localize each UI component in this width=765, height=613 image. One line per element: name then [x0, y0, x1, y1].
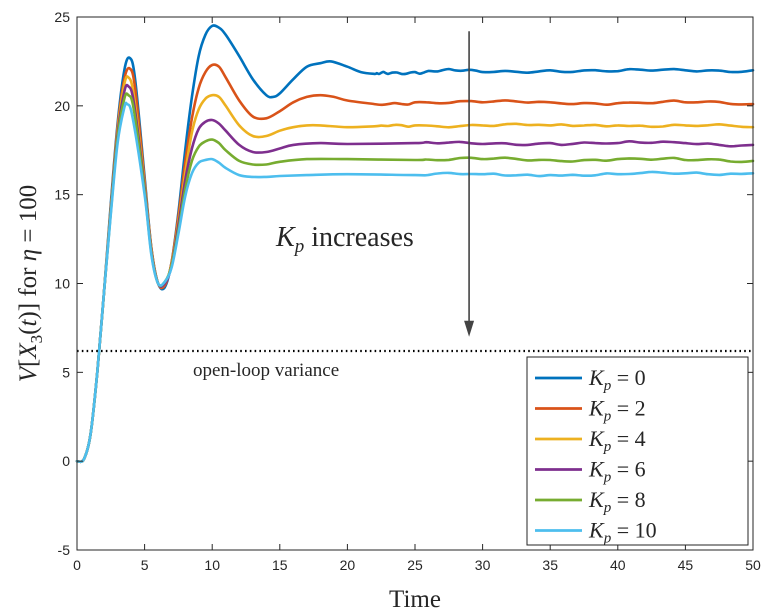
annotation-symbol: K	[275, 222, 296, 253]
legend-label-value: = 6	[611, 457, 645, 482]
ylabel-part-x: X	[15, 342, 42, 360]
legend-label-subscript: p	[603, 500, 612, 516]
y-axis-label: V[X3(t)] for η = 100	[15, 185, 46, 383]
x-tick-label: 45	[678, 557, 694, 573]
y-tick-label: 20	[54, 98, 70, 114]
legend-label: Kp = 2	[588, 396, 646, 425]
x-tick-label: 35	[542, 557, 558, 573]
x-tick-label: 10	[204, 557, 220, 573]
ylabel-part-value: = 100	[15, 185, 42, 249]
ylabel-part-v: V	[15, 364, 42, 382]
y-tick-label: 15	[54, 187, 70, 203]
x-axis-ticks: 0 5 10 15 20 25 30 35 40 45 50	[73, 17, 761, 573]
legend-box	[526, 356, 749, 546]
legend-label-symbol: K	[588, 518, 605, 543]
kp-increases-label: Kp increases	[275, 222, 414, 257]
series-line-kp-10	[75, 101, 755, 464]
y-axis-ticks: -5 0 5 10 15 20 25	[54, 9, 753, 558]
legend-label: Kp = 10	[588, 518, 657, 547]
legend-label-value: = 10	[611, 518, 656, 543]
y-tick-label: 10	[54, 276, 70, 292]
x-tick-label: 30	[475, 557, 491, 573]
ylabel-part-close: )]	[15, 303, 42, 320]
legend: Kp = 0Kp = 2Kp = 4Kp = 6Kp = 8Kp = 10	[526, 356, 749, 547]
open-loop-label: open-loop variance	[193, 360, 339, 381]
legend-label-symbol: K	[588, 457, 605, 482]
increase-arrow-head	[464, 320, 475, 337]
legend-label: Kp = 8	[588, 487, 646, 516]
x-tick-label: 0	[73, 557, 81, 573]
legend-label: Kp = 6	[588, 457, 646, 486]
annotation-subscript: p	[293, 236, 305, 257]
y-tick-label: -5	[58, 542, 71, 558]
legend-label-subscript: p	[603, 531, 612, 547]
ylabel-part-for: for	[15, 261, 42, 303]
x-axis-label: Time	[389, 586, 441, 613]
legend-label-value: = 8	[611, 487, 645, 512]
y-tick-label: 25	[54, 9, 70, 25]
legend-label-subscript: p	[603, 470, 612, 486]
legend-label: Kp = 0	[588, 365, 646, 394]
ylabel-part-t: t	[15, 319, 42, 327]
series-line-kp-8	[75, 92, 755, 464]
legend-label-subscript: p	[603, 439, 612, 455]
x-tick-label: 40	[610, 557, 626, 573]
y-tick-label: 5	[62, 364, 70, 380]
legend-items: Kp = 0Kp = 2Kp = 4Kp = 6Kp = 8Kp = 10	[535, 365, 657, 547]
legend-label-subscript: p	[603, 409, 612, 425]
x-tick-label: 50	[745, 557, 761, 573]
annotation: Kp increases	[275, 31, 475, 337]
legend-label-symbol: K	[588, 426, 605, 451]
ylabel-part-bracket: [	[15, 359, 42, 367]
legend-label-subscript: p	[603, 378, 612, 394]
x-tick-label: 15	[272, 557, 288, 573]
ylabel-part-paren: (	[15, 327, 42, 335]
legend-label-value: = 0	[611, 365, 645, 390]
legend-label-symbol: K	[588, 365, 605, 390]
y-tick-label: 0	[62, 453, 70, 469]
legend-label: Kp = 4	[588, 426, 646, 455]
series-layer	[75, 24, 755, 464]
legend-label-symbol: K	[588, 487, 605, 512]
legend-label-symbol: K	[588, 396, 605, 421]
x-tick-label: 20	[340, 557, 356, 573]
annotation-text: increases	[304, 222, 414, 253]
legend-label-value: = 2	[611, 396, 645, 421]
ylabel-part-sub: 3	[27, 335, 46, 344]
x-tick-label: 25	[407, 557, 423, 573]
ylabel-part-eta: η	[15, 249, 42, 261]
x-tick-label: 5	[141, 557, 149, 573]
legend-label-value: = 4	[611, 426, 645, 451]
